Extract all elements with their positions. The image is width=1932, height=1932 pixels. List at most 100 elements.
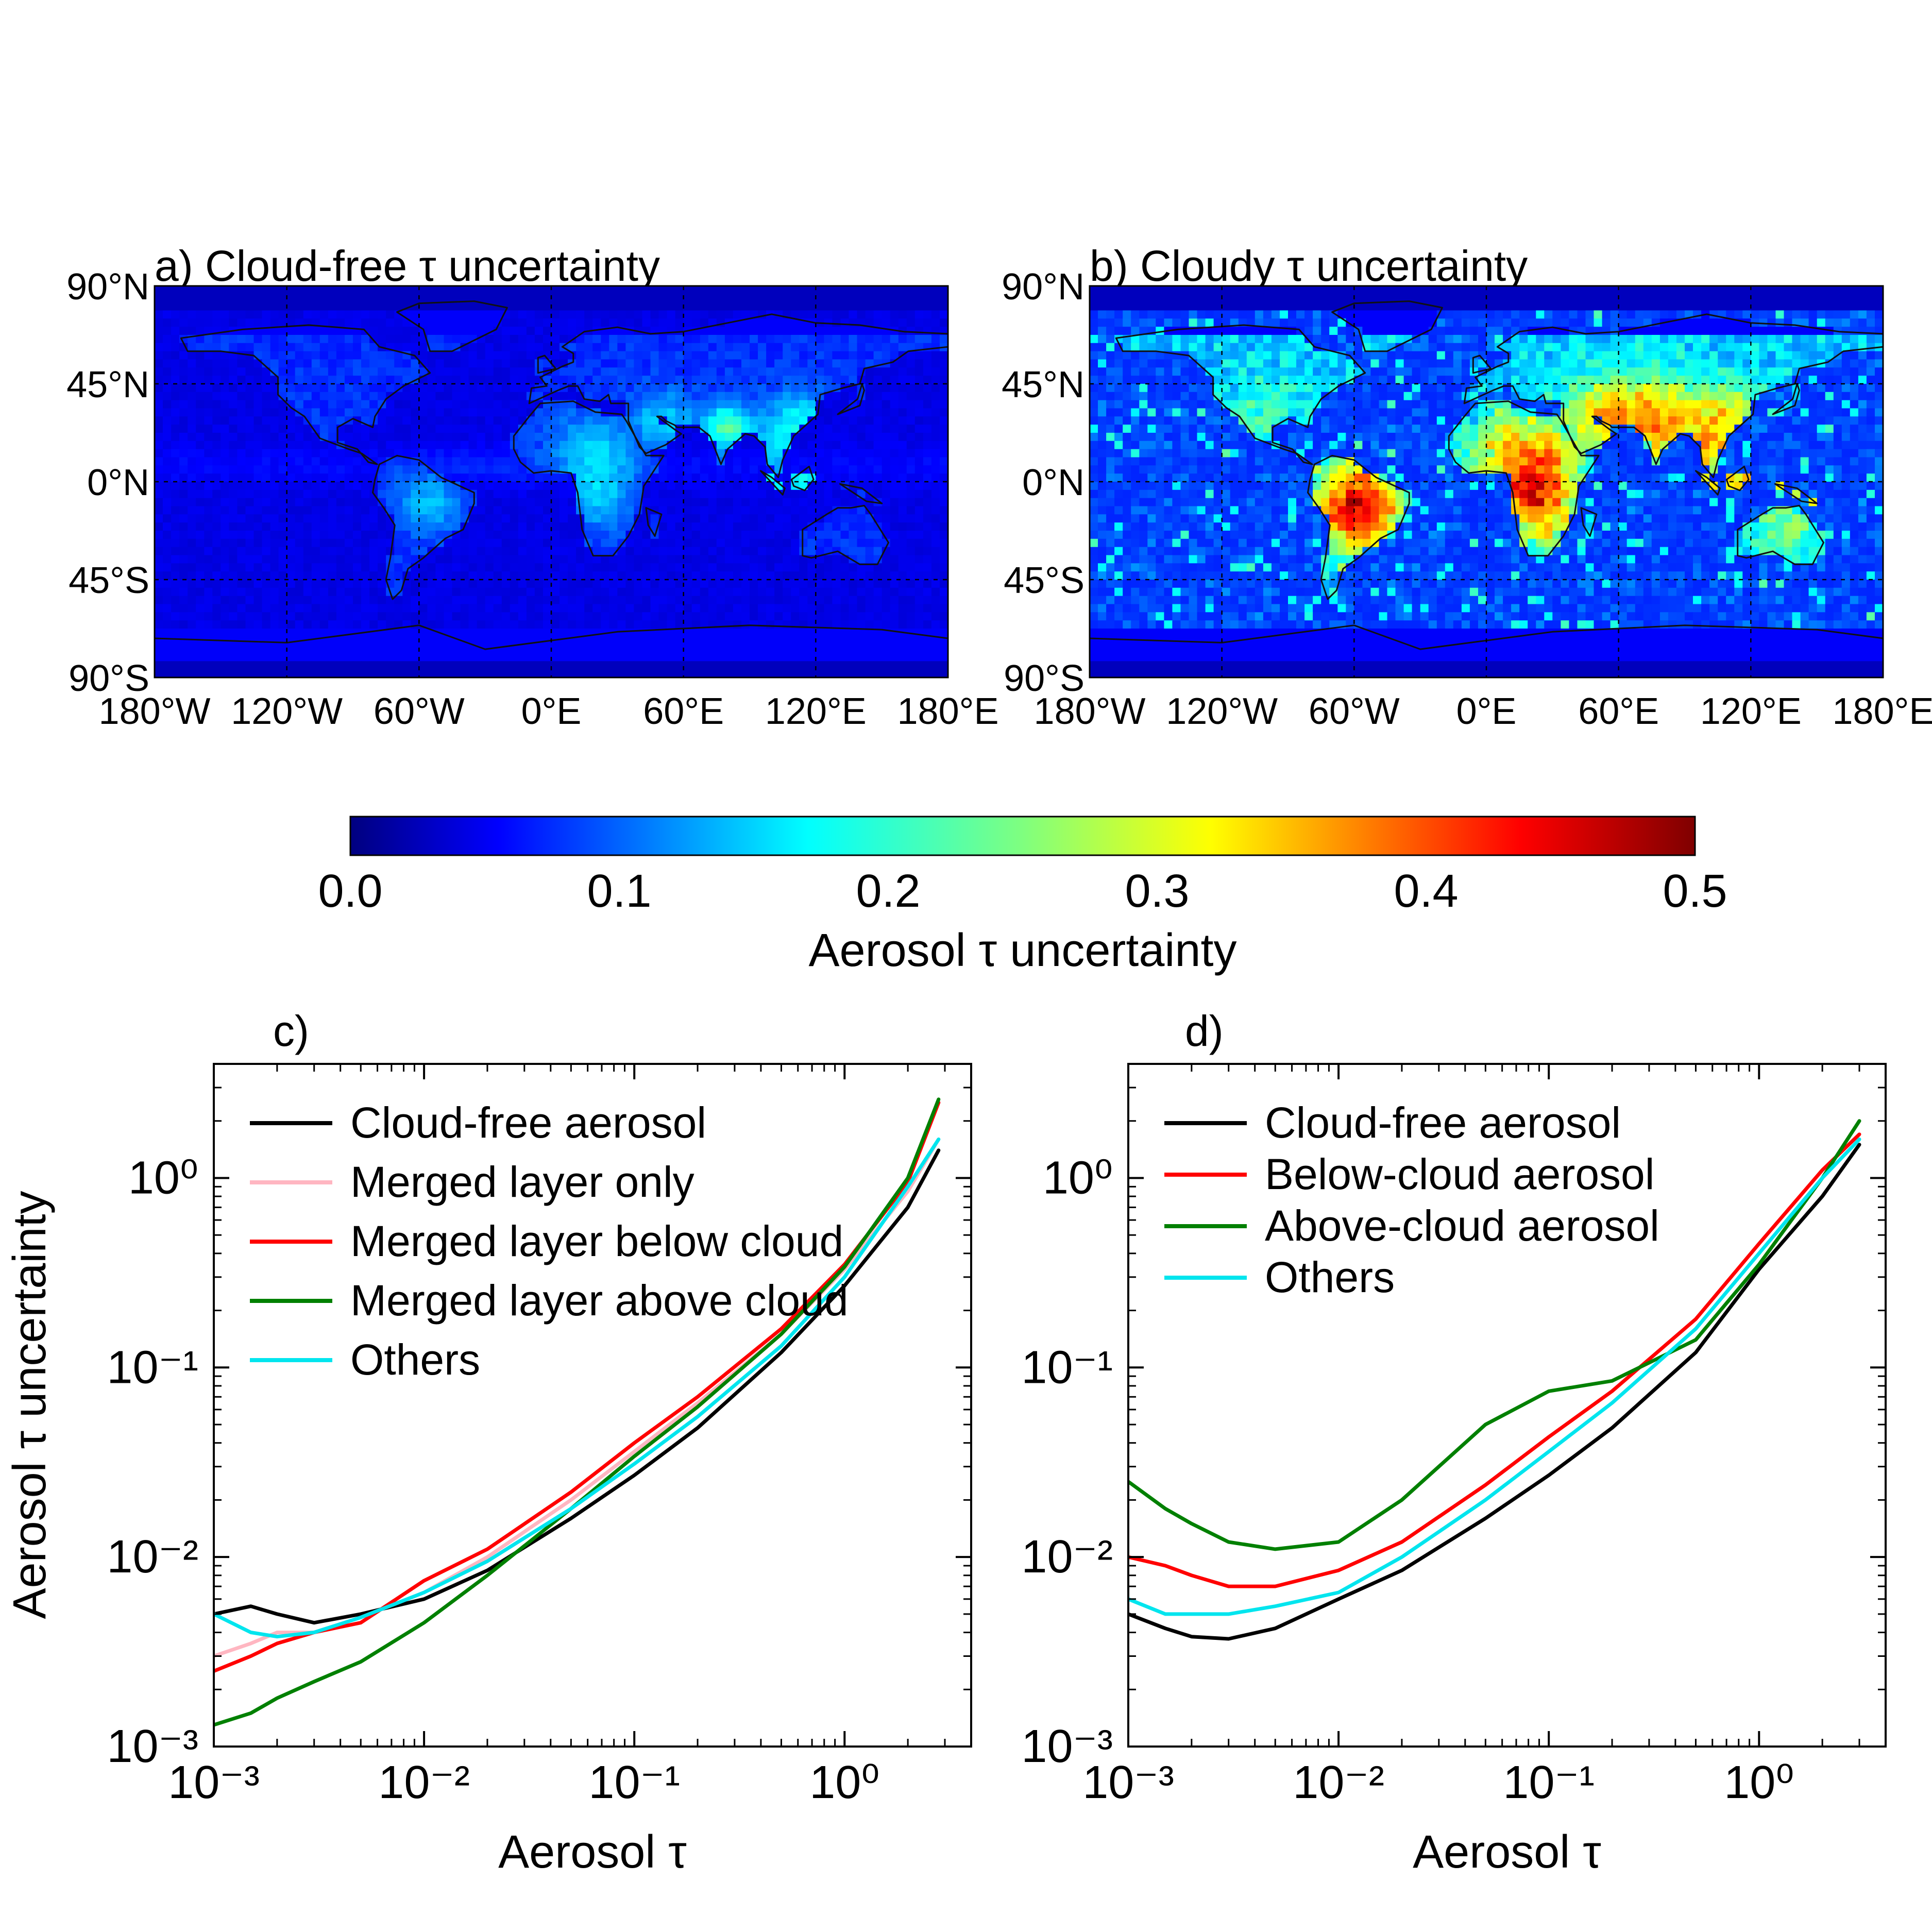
map-cell bbox=[617, 286, 626, 295]
map-cell bbox=[724, 327, 734, 335]
map-cell bbox=[625, 343, 634, 352]
map-cell bbox=[691, 604, 701, 613]
map-cell bbox=[914, 440, 924, 450]
map-cell bbox=[716, 612, 725, 621]
map-cell bbox=[295, 669, 304, 677]
map-cell bbox=[1123, 302, 1131, 311]
map-cell bbox=[477, 327, 486, 335]
map-cell bbox=[865, 294, 874, 303]
map-cell bbox=[906, 335, 916, 344]
map-cell bbox=[923, 669, 932, 677]
map-cell bbox=[526, 555, 535, 564]
map-cell bbox=[691, 351, 701, 360]
map-cell bbox=[163, 425, 172, 433]
map-cell bbox=[940, 498, 948, 507]
map-cell bbox=[1180, 302, 1190, 311]
map-cell bbox=[816, 440, 824, 450]
map-cell bbox=[634, 449, 642, 458]
map-cell bbox=[319, 563, 329, 572]
map-cell bbox=[221, 318, 229, 327]
map-cell bbox=[840, 286, 850, 295]
map-cell bbox=[493, 473, 502, 482]
map-cell bbox=[477, 343, 486, 352]
map-cell bbox=[369, 384, 378, 393]
map-cell bbox=[510, 335, 519, 344]
map-cell bbox=[485, 587, 494, 597]
map-cell bbox=[683, 669, 692, 677]
map-cell bbox=[477, 604, 486, 613]
map-cell bbox=[452, 416, 461, 425]
map-cell bbox=[741, 465, 750, 474]
map-cell bbox=[311, 514, 320, 523]
map-cell bbox=[295, 482, 304, 490]
map-cell bbox=[501, 489, 511, 499]
map-cell bbox=[592, 392, 601, 401]
map-cell bbox=[155, 408, 163, 417]
map-cell bbox=[155, 612, 163, 621]
map-cell bbox=[386, 629, 395, 637]
map-cell bbox=[824, 392, 833, 401]
map-cell bbox=[576, 604, 585, 613]
map-cell bbox=[278, 343, 287, 352]
map-cell bbox=[378, 636, 386, 646]
map-cell bbox=[295, 302, 304, 311]
map-cell bbox=[592, 522, 601, 531]
map-cell bbox=[196, 294, 205, 303]
map-cell bbox=[807, 604, 816, 613]
map-cell bbox=[262, 661, 271, 670]
map-cell bbox=[576, 531, 585, 539]
map-cell bbox=[724, 653, 734, 662]
map-cell bbox=[262, 343, 271, 352]
map-cell bbox=[1106, 310, 1115, 319]
map-cell bbox=[510, 498, 519, 507]
map-cell bbox=[510, 522, 519, 531]
map-cell bbox=[716, 653, 725, 662]
map-cell bbox=[708, 302, 717, 311]
map-cell bbox=[857, 587, 866, 597]
map-cell bbox=[1255, 310, 1264, 319]
map-cell bbox=[940, 506, 948, 515]
map-cell bbox=[774, 563, 783, 572]
map-cell bbox=[188, 571, 196, 580]
map-cell bbox=[832, 555, 841, 564]
map-cell bbox=[278, 531, 287, 539]
map-cell bbox=[816, 645, 824, 654]
map-cell bbox=[931, 555, 940, 564]
map-cell bbox=[543, 489, 552, 499]
map-cell bbox=[865, 571, 874, 580]
map-cell bbox=[435, 514, 444, 523]
map-cell bbox=[807, 400, 816, 409]
map-cell bbox=[543, 629, 552, 637]
map-cell bbox=[245, 629, 255, 637]
map-cell bbox=[394, 563, 403, 572]
map-cell bbox=[625, 661, 634, 670]
map-cell bbox=[609, 531, 618, 539]
map-cell bbox=[931, 392, 940, 401]
map-cell bbox=[336, 449, 345, 458]
map-cell bbox=[386, 318, 395, 327]
map-cell bbox=[353, 555, 362, 564]
map-cell bbox=[510, 612, 519, 621]
map-cell bbox=[873, 571, 883, 580]
map-cell bbox=[336, 384, 345, 393]
map-cell bbox=[444, 400, 453, 409]
map-cell bbox=[791, 367, 800, 376]
map-cell bbox=[816, 376, 824, 384]
map-cell bbox=[196, 563, 205, 572]
map-cell bbox=[394, 465, 403, 474]
map-cell bbox=[303, 612, 312, 621]
map-cell bbox=[584, 506, 593, 515]
map-cell bbox=[658, 425, 668, 433]
map-cell bbox=[336, 563, 345, 572]
map-cell bbox=[493, 645, 502, 654]
map-cell bbox=[890, 555, 899, 564]
map-cell bbox=[534, 538, 544, 548]
map-cell bbox=[683, 457, 692, 466]
map-cell bbox=[386, 440, 395, 450]
map-cell bbox=[336, 473, 345, 482]
map-cell bbox=[691, 433, 701, 442]
map-cell bbox=[774, 376, 783, 384]
map-cell bbox=[155, 653, 163, 662]
map-cell bbox=[733, 547, 742, 556]
map-cell bbox=[1090, 310, 1098, 319]
